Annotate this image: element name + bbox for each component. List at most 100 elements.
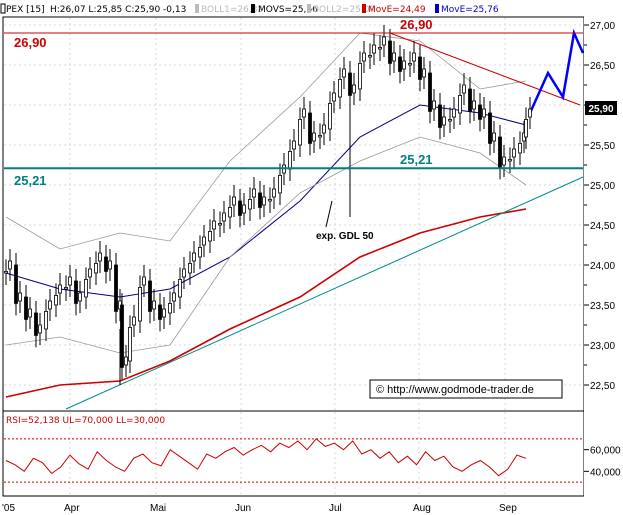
- candle-body: [212, 220, 216, 230]
- candle-body: [88, 268, 92, 278]
- candle-body: [182, 268, 186, 278]
- candle-body: [512, 148, 516, 158]
- candle-body: [308, 112, 312, 144]
- rsi-tick-label: 40,000: [590, 467, 621, 478]
- current-price-label: 25,90: [588, 104, 613, 115]
- legend-swatches: [0, 3, 439, 14]
- candle-body: [68, 276, 72, 286]
- candle-body: [34, 312, 38, 336]
- candle-body: [322, 124, 326, 134]
- candle-body: [372, 44, 376, 54]
- candle-body: [28, 308, 32, 318]
- candle-body: [142, 276, 146, 286]
- legend-boll2: BOLL2=25,00: [313, 5, 375, 15]
- candle-body: [64, 286, 68, 290]
- candle-body: [158, 304, 162, 320]
- candle-body: [120, 304, 124, 368]
- candle-body: [222, 212, 226, 222]
- y-tick-label: 25,50: [590, 141, 615, 152]
- candle-body: [178, 278, 182, 298]
- legend-swatch-price: [0, 3, 6, 14]
- candle-body: [382, 36, 386, 46]
- candle-body: [298, 119, 302, 146]
- candle-body: [78, 292, 82, 302]
- candle-body: [98, 252, 102, 262]
- candle-body: [252, 188, 256, 198]
- candle-body: [8, 260, 12, 270]
- candle-body: [408, 63, 412, 66]
- candle-body: [138, 286, 142, 322]
- x-tick-label: Sep: [499, 503, 517, 514]
- candle-body: [472, 100, 476, 110]
- candle-body: [208, 230, 212, 242]
- candle-body: [238, 200, 242, 216]
- candle-body: [38, 324, 42, 334]
- candle-body: [342, 68, 346, 78]
- candle-body: [402, 60, 406, 70]
- x-tick-label: '05: [2, 503, 15, 514]
- candle-body: [488, 112, 492, 144]
- header-bar: [0, 0, 623, 16]
- candle-body: [152, 300, 156, 310]
- candle-body: [242, 204, 246, 214]
- level-label-left: 25,21: [14, 173, 47, 188]
- candle-body: [44, 310, 48, 330]
- rsi-title: RSI=52,138 UL=70,000 LL=30,000: [6, 416, 165, 426]
- candle-body: [74, 280, 78, 304]
- candle-body: [202, 236, 206, 246]
- candle-body: [312, 132, 316, 142]
- candle-body: [272, 188, 276, 198]
- bollinger-lower-line: [5, 136, 527, 354]
- legend-boll1: BOLL1=26,32: [201, 5, 263, 15]
- candle-body: [54, 294, 58, 306]
- candle-body: [412, 52, 416, 62]
- candle-body: [198, 246, 202, 258]
- y-tick-label: 24,00: [590, 261, 615, 272]
- ema-annotation-pointer: [325, 200, 333, 228]
- legend-movs: MOVS=25,66: [258, 5, 318, 15]
- x-tick-label: Jun: [235, 503, 251, 514]
- candle-body: [328, 103, 332, 130]
- candle-body: [368, 55, 372, 58]
- x-tick-label: Mai: [150, 503, 166, 514]
- candle-body: [492, 132, 496, 142]
- candle-body: [502, 156, 506, 166]
- candle-body: [292, 140, 296, 150]
- y-tick-label: 27,00: [590, 21, 615, 32]
- rsi-line: [5, 438, 527, 477]
- candle-body: [248, 198, 252, 210]
- candle-body: [218, 222, 222, 226]
- legend-move-short: MovE=25,76: [441, 5, 499, 15]
- current-price-box: [585, 101, 617, 115]
- level-label-mid: 25,21: [400, 152, 433, 167]
- candle-body: [442, 116, 446, 126]
- candle-body: [392, 52, 396, 62]
- candle-body: [398, 56, 402, 72]
- legend-swatch-move-long: [362, 4, 366, 13]
- candle-body: [108, 260, 112, 270]
- candle-body: [498, 136, 502, 168]
- legend-swatch-boll2: [307, 4, 311, 13]
- candle-body: [168, 302, 172, 314]
- forecast-arrow: [528, 28, 585, 114]
- candle-body: [268, 198, 272, 202]
- candle-body: [14, 264, 18, 304]
- candle-body: [188, 262, 192, 274]
- candle-body: [278, 174, 282, 194]
- level-lines: 26,90 26,90 25,21 25,21: [4, 17, 583, 188]
- candle-body: [84, 278, 88, 298]
- candle-body: [524, 119, 528, 138]
- candle-body: [128, 326, 132, 362]
- candle-body: [448, 119, 452, 122]
- rsi-tick-label: 60,000: [590, 446, 621, 457]
- candle-body: [4, 270, 8, 274]
- candle-body: [428, 72, 432, 112]
- legend-move-long: MovE=24,49: [368, 5, 426, 15]
- y-tick-label: 22,50: [590, 381, 615, 392]
- x-tick-label: Apr: [64, 503, 80, 514]
- y-tick-label: 23,00: [590, 341, 615, 352]
- candle-body: [482, 108, 486, 118]
- candle-body: [478, 104, 482, 120]
